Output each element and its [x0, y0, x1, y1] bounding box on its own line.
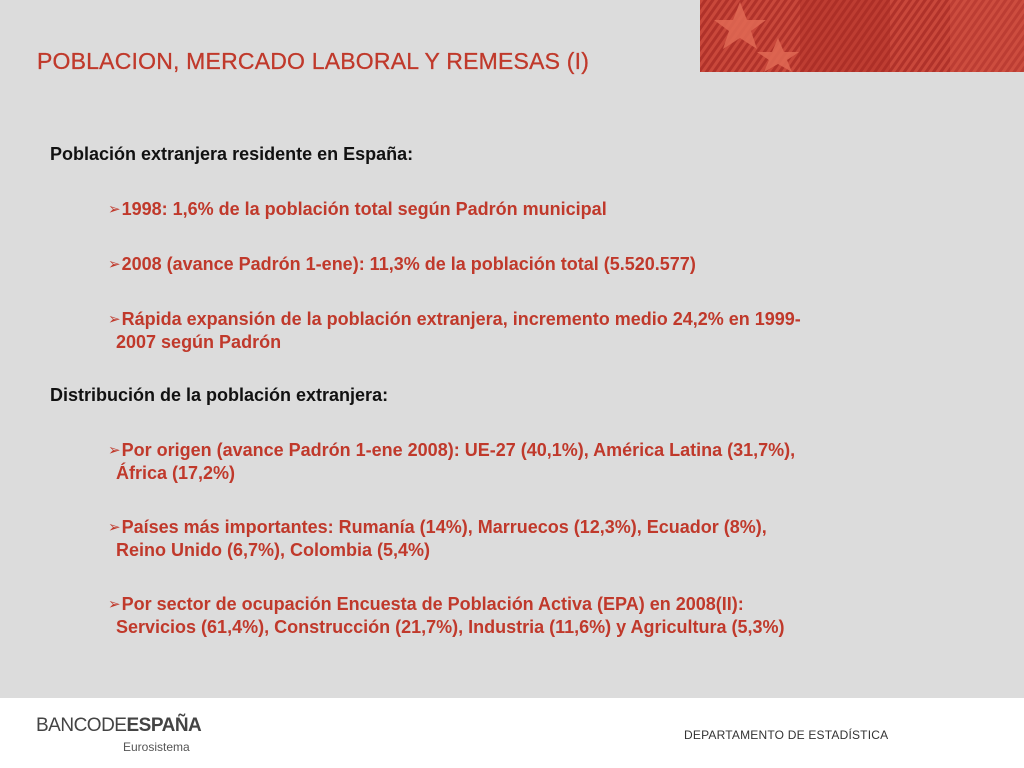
bank-subtitle: Eurosistema — [123, 740, 190, 754]
bullet-text-cont: 2007 según Padrón — [116, 332, 282, 352]
flag-star-banner-icon — [700, 0, 1024, 72]
arrow-bullet-icon: ➢ — [108, 311, 121, 328]
bank-logo-banco: BANCO — [36, 715, 102, 736]
bullet-paises: ➢Países más importantes: Rumanía (14%), … — [108, 516, 990, 561]
bullet-text-cont: Reino Unido (6,7%), Colombia (5,4%) — [116, 540, 431, 560]
arrow-bullet-icon: ➢ — [108, 519, 121, 536]
bullet-1998: ➢1998: 1,6% de la población total según … — [108, 198, 990, 221]
bullet-text-cont: Servicios (61,4%), Construcción (21,7%),… — [116, 617, 785, 637]
bullet-2008: ➢2008 (avance Padrón 1-ene): 11,3% de la… — [108, 253, 990, 276]
bullet-origen: ➢Por origen (avance Padrón 1-ene 2008): … — [108, 439, 990, 484]
bullet-text: 1998: 1,6% de la población total según P… — [121, 199, 607, 219]
bullet-text: Por sector de ocupación Encuesta de Pobl… — [121, 594, 744, 614]
arrow-bullet-icon: ➢ — [108, 596, 121, 613]
bullet-text: Países más importantes: Rumanía (14%), M… — [121, 517, 767, 537]
bullet-text: Rápida expansión de la población extranj… — [121, 309, 801, 329]
bank-logo-espana: ESPAÑA — [126, 715, 202, 736]
bullet-expansion: ➢Rápida expansión de la población extran… — [108, 308, 990, 353]
department-label: DEPARTAMENTO DE ESTADÍSTICA — [684, 728, 889, 742]
content-body: Población extranjera residente en España… — [50, 143, 990, 638]
section-heading-poblacion: Población extranjera residente en España… — [50, 144, 414, 164]
arrow-bullet-icon: ➢ — [108, 256, 121, 273]
arrow-bullet-icon: ➢ — [108, 442, 121, 459]
bullet-sector: ➢Por sector de ocupación Encuesta de Pob… — [108, 593, 990, 638]
bank-logo: BANCODEESPAÑA — [36, 715, 202, 737]
bullet-text: 2008 (avance Padrón 1-ene): 11,3% de la … — [121, 254, 696, 274]
section-heading-distribucion: Distribución de la población extranjera: — [50, 385, 389, 405]
bullet-text-cont: África (17,2%) — [116, 463, 236, 483]
slide-title: POBLACION, MERCADO LABORAL Y REMESAS (I) — [37, 48, 590, 74]
bank-logo-de: DE — [101, 715, 127, 736]
bullet-text: Por origen (avance Padrón 1-ene 2008): U… — [121, 440, 796, 460]
footer-bar: BANCODEESPAÑA Eurosistema DEPARTAMENTO D… — [0, 698, 1024, 768]
arrow-bullet-icon: ➢ — [108, 201, 121, 218]
